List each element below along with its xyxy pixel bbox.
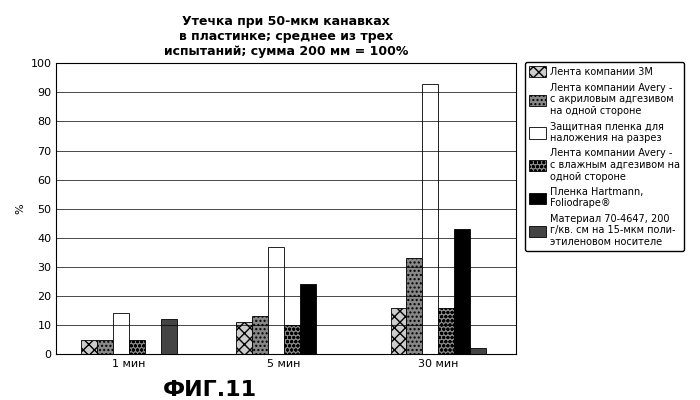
Bar bbox=[284, 325, 300, 354]
Bar bbox=[454, 229, 470, 354]
Text: ФИГ.11: ФИГ.11 bbox=[163, 380, 257, 400]
Bar bbox=[113, 314, 130, 354]
Bar bbox=[252, 316, 268, 354]
Bar bbox=[161, 319, 177, 354]
Bar bbox=[438, 308, 454, 354]
Legend: Лента компании 3М, Лента компании Avery -
с акриловым адгезивом
на одной стороне: Лента компании 3М, Лента компании Avery … bbox=[525, 62, 684, 251]
Bar bbox=[422, 84, 438, 354]
Bar bbox=[97, 340, 113, 354]
Bar bbox=[300, 284, 316, 354]
Bar bbox=[130, 340, 145, 354]
Title: Утечка при 50-мкм канавках
в пластинке; среднее из трех
испытаний; сумма 200 мм : Утечка при 50-мкм канавках в пластинке; … bbox=[164, 15, 408, 58]
Bar bbox=[391, 308, 407, 354]
Bar bbox=[470, 348, 486, 354]
Bar bbox=[81, 340, 97, 354]
Y-axis label: %: % bbox=[15, 204, 25, 214]
Bar bbox=[236, 322, 252, 354]
Bar bbox=[407, 258, 422, 354]
Bar bbox=[268, 246, 284, 354]
